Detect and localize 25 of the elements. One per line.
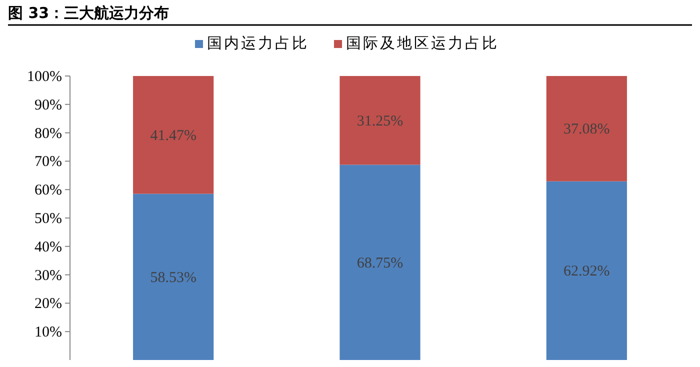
data-label: 68.75% bbox=[356, 255, 404, 272]
y-tick-label: 40% bbox=[34, 239, 62, 256]
data-label: 31.25% bbox=[356, 113, 404, 130]
data-label: 62.92% bbox=[564, 264, 610, 280]
y-tick-label: 100% bbox=[27, 69, 62, 85]
y-tick-label: 20% bbox=[34, 296, 62, 312]
data-label: 41.47% bbox=[150, 128, 196, 144]
y-tick-label: 50% bbox=[34, 211, 62, 227]
chart-title: 图 33：三大航运力分布 bbox=[8, 4, 170, 22]
y-tick-label: 80% bbox=[34, 126, 62, 142]
bar bbox=[133, 76, 214, 194]
bar bbox=[133, 194, 214, 360]
bar bbox=[546, 181, 627, 360]
bar bbox=[340, 76, 420, 165]
y-tick-label: 30% bbox=[34, 268, 62, 284]
y-tick-label: 10% bbox=[34, 324, 62, 341]
data-label: 37.08% bbox=[564, 122, 610, 138]
bar bbox=[546, 76, 627, 182]
y-tick-label: 70% bbox=[34, 154, 62, 170]
legend-label: 国际及地区运力占比 bbox=[346, 34, 499, 52]
legend-label: 国内运力占比 bbox=[207, 34, 309, 52]
y-tick-label: 60% bbox=[34, 182, 62, 199]
y-tick-label: 90% bbox=[34, 97, 62, 114]
bar bbox=[340, 164, 420, 360]
data-label: 58.53% bbox=[150, 270, 196, 286]
